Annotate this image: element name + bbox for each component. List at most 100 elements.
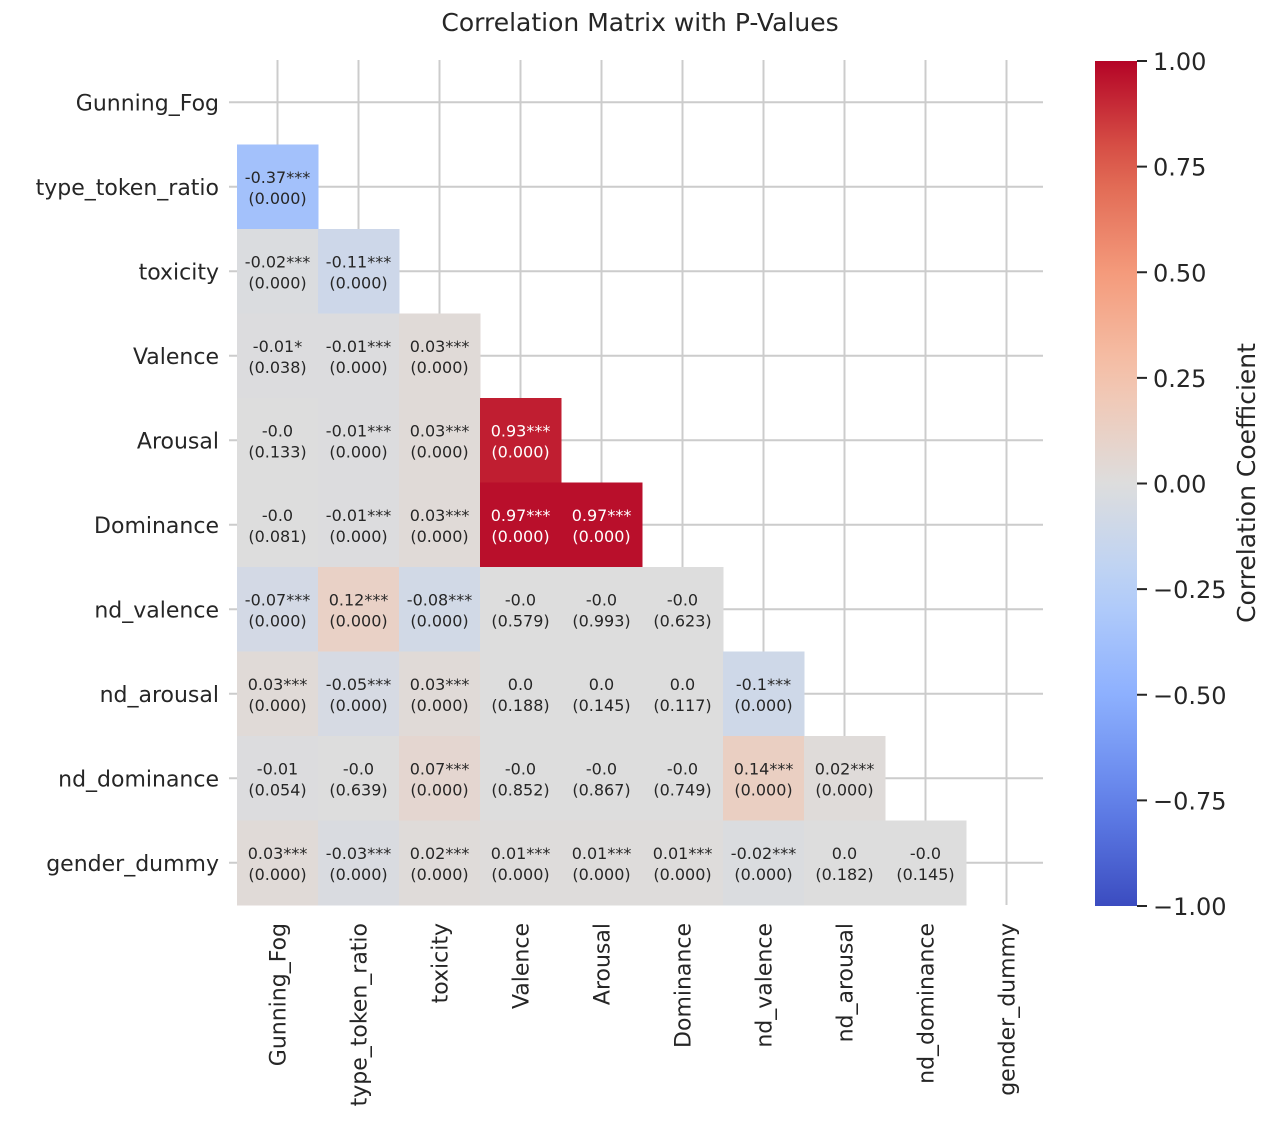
- heatmap-cell: [237, 229, 319, 314]
- cell-coefficient-label: 0.97***: [572, 506, 632, 525]
- cell-pvalue-label: (0.117): [653, 696, 711, 715]
- heatmap-cell: [318, 313, 400, 399]
- cell-coefficient-label: -0.01***: [326, 421, 391, 440]
- cell-pvalue-label: (0.000): [653, 865, 711, 884]
- heatmap-cell: [480, 820, 562, 906]
- cell-pvalue-label: (0.000): [329, 442, 387, 461]
- cell-coefficient-label: 0.01***: [572, 844, 632, 863]
- cell-pvalue-label: (0.000): [491, 442, 549, 461]
- cell-pvalue-label: (0.000): [734, 865, 792, 884]
- cell-pvalue-label: (0.000): [248, 611, 306, 630]
- colorbar-tick-label: 1.00: [1153, 48, 1206, 76]
- heatmap-cell: [561, 482, 643, 568]
- cell-coefficient-label: 0.03***: [410, 675, 470, 694]
- heatmap-cell: [642, 567, 724, 652]
- cell-coefficient-label: -0.02***: [245, 252, 310, 271]
- cell-pvalue-label: (0.993): [572, 611, 630, 630]
- cell-coefficient-label: 0.0: [832, 844, 857, 863]
- cell-coefficient-label: -0.01: [257, 759, 298, 778]
- cell-pvalue-label: (0.749): [653, 780, 711, 799]
- heatmap-cell: [399, 398, 481, 483]
- cell-pvalue-label: (0.867): [572, 780, 630, 799]
- cell-coefficient-label: 0.97***: [491, 506, 551, 525]
- heatmap-cell: [237, 144, 319, 230]
- colorbar: −1.00 −0.75 −0.50 −0.25 0.00 0.25 0.50 0.75 1.00: [1095, 48, 1227, 921]
- cell-pvalue-label: (0.188): [491, 696, 549, 715]
- cell-pvalue-label: (0.145): [896, 865, 954, 884]
- heatmap-cell: [237, 820, 319, 906]
- cell-coefficient-label: -0.05***: [326, 675, 391, 694]
- y-tick-label: gender_dummy: [46, 852, 219, 877]
- cell-pvalue-label: (0.145): [572, 696, 630, 715]
- heatmap-cell: [318, 736, 400, 821]
- cell-coefficient-label: -0.02***: [731, 844, 796, 863]
- heatmap-cell: [642, 736, 724, 821]
- heatmap-cell: [318, 567, 400, 652]
- heatmap-cell: [723, 736, 805, 821]
- x-tick-label: nd_arousal: [834, 923, 859, 1042]
- x-tick-label: nd_dominance: [915, 923, 940, 1084]
- cell-coefficient-label: 0.03***: [248, 844, 308, 863]
- cell-pvalue-label: (0.000): [572, 527, 630, 546]
- y-tick-label: Valence: [133, 345, 219, 370]
- colorbar-tick-label: −0.75: [1153, 787, 1227, 815]
- heatmap-cell: [237, 736, 319, 821]
- cell-coefficient-label: -0.0: [505, 759, 536, 778]
- heatmap-cell: [561, 651, 643, 737]
- cell-pvalue-label: (0.000): [734, 696, 792, 715]
- cell-coefficient-label: -0.0: [586, 590, 617, 609]
- cell-pvalue-label: (0.182): [815, 865, 873, 884]
- heatmap-cell: [885, 820, 967, 906]
- heatmap-cell: [399, 736, 481, 821]
- y-tick-label: Arousal: [137, 429, 219, 454]
- cell-coefficient-label: 0.03***: [248, 675, 308, 694]
- cell-coefficient-label: -0.0: [910, 844, 941, 863]
- cell-coefficient-label: -0.01***: [326, 337, 391, 356]
- cell-pvalue-label: (0.000): [248, 273, 306, 292]
- cell-coefficient-label: 0.01***: [491, 844, 551, 863]
- cell-coefficient-label: -0.0: [262, 506, 293, 525]
- cell-pvalue-label: (0.639): [329, 780, 387, 799]
- cell-coefficient-label: -0.0: [262, 421, 293, 440]
- cell-coefficient-label: 0.93***: [491, 421, 551, 440]
- heatmap-cell: [480, 482, 562, 568]
- heatmap-cells: -0.37*** (0.000) -0.02*** (0.000) -0.11*** (0…: [237, 144, 967, 906]
- y-tick-labels: Gunning_Fog type_token_ratio toxicity Valen…: [36, 91, 237, 877]
- cell-coefficient-label: 0.07***: [410, 759, 470, 778]
- cell-coefficient-label: -0.08***: [407, 590, 472, 609]
- colorbar-tick-label: −1.00: [1153, 893, 1227, 921]
- cell-coefficient-label: -0.0: [667, 590, 698, 609]
- heatmap-cell: [399, 482, 481, 568]
- cell-coefficient-label: -0.1***: [736, 675, 791, 694]
- cell-coefficient-label: 0.02***: [410, 844, 470, 863]
- cell-pvalue-label: (0.000): [572, 865, 630, 884]
- x-tick-label: Dominance: [672, 923, 697, 1048]
- cell-pvalue-label: (0.000): [410, 527, 468, 546]
- cell-coefficient-label: -0.01*: [253, 337, 302, 356]
- heatmap-cell: [399, 313, 481, 399]
- heatmap-cell: [399, 651, 481, 737]
- heatmap-cell: [561, 736, 643, 821]
- cell-coefficient-label: -0.03***: [326, 844, 391, 863]
- cell-coefficient-label: -0.01***: [326, 506, 391, 525]
- cell-coefficient-label: -0.0: [667, 759, 698, 778]
- heatmap-cell: [642, 651, 724, 737]
- cell-coefficient-label: 0.0: [508, 675, 533, 694]
- cell-pvalue-label: (0.000): [248, 189, 306, 208]
- cell-pvalue-label: (0.852): [491, 780, 549, 799]
- heatmap-cell: [399, 820, 481, 906]
- y-tick-label: nd_arousal: [100, 683, 219, 708]
- y-tick-label: nd_dominance: [58, 767, 219, 792]
- cell-pvalue-label: (0.000): [329, 273, 387, 292]
- cell-pvalue-label: (0.623): [653, 611, 711, 630]
- cell-coefficient-label: 0.03***: [410, 506, 470, 525]
- cell-pvalue-label: (0.579): [491, 611, 549, 630]
- heatmap-cell: [318, 482, 400, 568]
- cell-coefficient-label: -0.0: [343, 759, 374, 778]
- cell-coefficient-label: 0.0: [589, 675, 614, 694]
- y-tick-label: nd_valence: [94, 598, 219, 623]
- cell-pvalue-label: (0.000): [410, 611, 468, 630]
- cell-pvalue-label: (0.133): [248, 442, 306, 461]
- cell-coefficient-label: -0.0: [586, 759, 617, 778]
- cell-pvalue-label: (0.000): [248, 865, 306, 884]
